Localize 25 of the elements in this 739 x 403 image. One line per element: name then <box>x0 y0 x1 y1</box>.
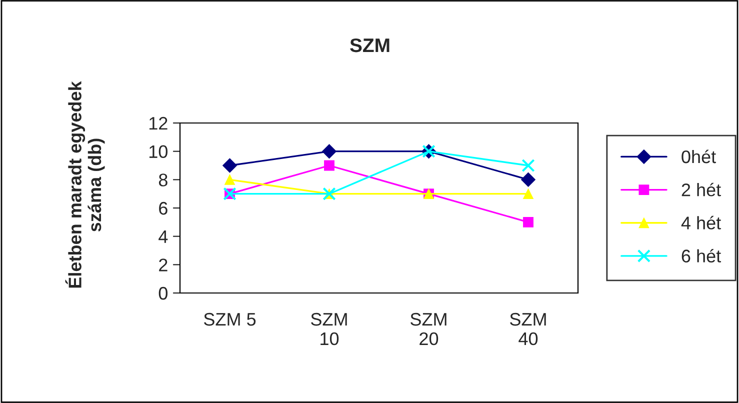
y-tick-label: 2 <box>159 258 168 272</box>
x-tick-label: SZM 5 <box>204 312 256 326</box>
x-tick-label: SZM 10 <box>311 312 347 346</box>
point <box>523 188 534 200</box>
chart-title: SZM <box>350 38 390 52</box>
point <box>523 216 534 228</box>
legend-label: 4 hét <box>681 216 721 230</box>
y-tick-label: 12 <box>149 116 168 130</box>
y-tick-label: 4 <box>158 230 168 243</box>
point <box>222 158 237 173</box>
y-axis-title: Életben maradt egyedek száma (db) <box>65 81 105 288</box>
point <box>324 160 334 171</box>
legend-label: 0hét <box>682 150 716 164</box>
y-tick-label: 0 <box>158 286 168 300</box>
point <box>224 174 235 185</box>
point <box>521 172 536 187</box>
legend-label: 6 hét <box>682 248 721 262</box>
y-tick-label: 6 <box>159 202 168 215</box>
legend-label: 2 hét <box>682 182 721 196</box>
x-tick-label: SZM 20 <box>410 312 446 346</box>
point <box>322 144 336 159</box>
y-tick-label: 10 <box>149 145 168 158</box>
x-tick-label: SZM 40 <box>510 312 546 346</box>
point <box>522 158 535 172</box>
y-tick-label: 8 <box>158 174 168 186</box>
